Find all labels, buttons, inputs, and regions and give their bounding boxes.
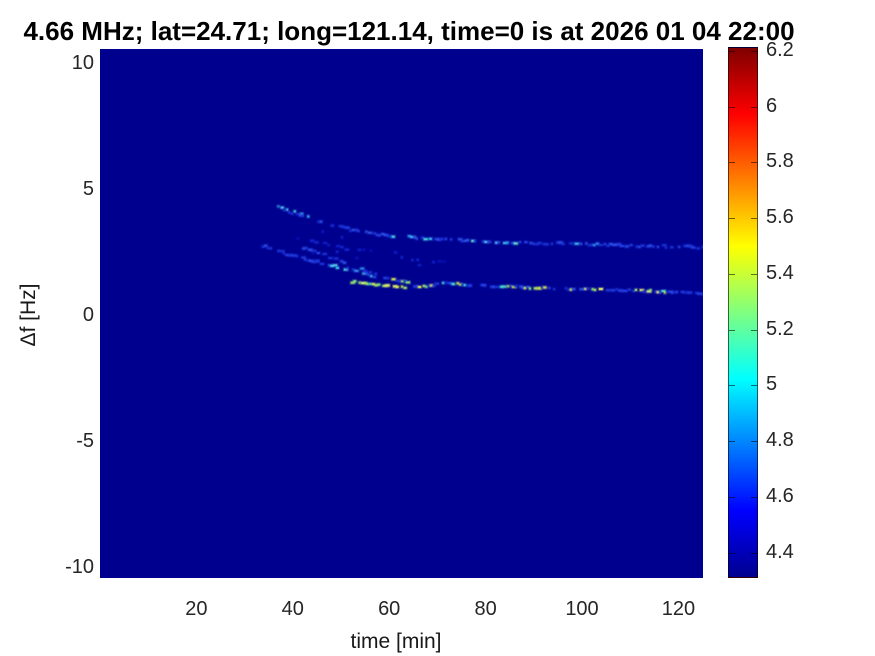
colorbar-tick-mark	[751, 106, 757, 108]
colorbar-tick-label: 5.8	[766, 150, 794, 173]
colorbar-tick-mark	[751, 385, 757, 387]
colorbar	[728, 47, 758, 578]
x-axis-label: time [min]	[350, 630, 442, 653]
doppler-traces-canvas	[100, 49, 703, 578]
y-axis-label: Δf [Hz]	[17, 283, 40, 347]
colorbar-tick-mark	[729, 273, 735, 275]
colorbar-tick-mark	[729, 218, 735, 220]
x-tick-label: 100	[565, 598, 599, 620]
colorbar-tick-mark	[729, 385, 735, 387]
colorbar-tick-mark	[751, 273, 757, 275]
colorbar-tick-label: 4.8	[766, 429, 794, 452]
colorbar-tick-mark	[729, 50, 735, 52]
colorbar-tick-mark	[729, 441, 735, 443]
colorbar-tick-mark	[751, 496, 757, 498]
colorbar-tick-label: 5.2	[766, 317, 794, 340]
y-tick-label: -10	[65, 556, 94, 578]
colorbar-tick-label: 6	[766, 94, 778, 117]
colorbar-tick-mark	[729, 329, 735, 331]
y-tick-label: -5	[76, 430, 94, 452]
plot-area	[100, 49, 703, 578]
colorbar-tick-mark	[751, 218, 757, 220]
y-tick-label: 10	[71, 52, 94, 74]
colorbar-tick-label: 5	[766, 373, 778, 396]
x-tick-label: 120	[661, 598, 696, 620]
x-tick-label: 60	[378, 598, 401, 620]
colorbar-tick-mark	[751, 50, 757, 52]
colorbar-tick-mark	[751, 441, 757, 443]
colorbar-tick-mark	[729, 106, 735, 108]
colorbar-tick-mark	[751, 162, 757, 164]
y-tick-label: 0	[82, 304, 94, 326]
y-tick-label: 5	[82, 178, 94, 200]
colorbar-tick-mark	[751, 552, 757, 554]
plot-title: 4.66 MHz; lat=24.71; long=121.14, time=0…	[23, 16, 795, 46]
colorbar-tick-label: 4.6	[766, 484, 794, 507]
colorbar-tick-label: 5.4	[766, 261, 794, 284]
colorbar-tick-label: 5.6	[766, 206, 794, 229]
x-tick-label: 80	[474, 598, 497, 620]
colorbar-tick-mark	[751, 329, 757, 331]
colorbar-tick-mark	[729, 552, 735, 554]
colorbar-tick-label: 6.2	[766, 38, 794, 61]
x-tick-label: 40	[281, 598, 304, 620]
x-tick-label: 20	[185, 598, 208, 620]
colorbar-tick-label: 4.4	[766, 540, 794, 563]
colorbar-tick-mark	[729, 162, 735, 164]
colorbar-tick-mark	[729, 496, 735, 498]
